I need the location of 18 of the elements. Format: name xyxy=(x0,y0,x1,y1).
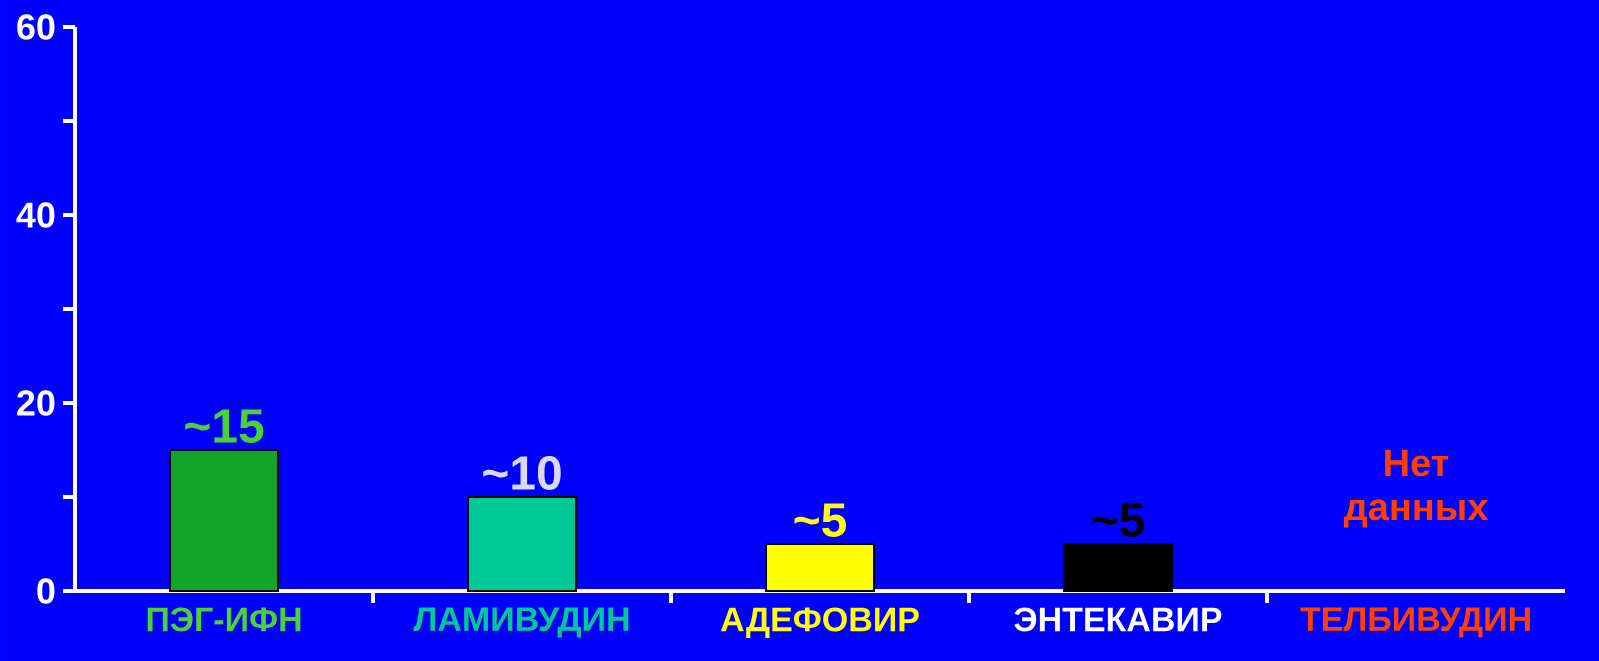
bar xyxy=(467,496,578,592)
text: Нет данных xyxy=(1343,449,1489,528)
data-label: ~15 xyxy=(185,409,264,443)
x-tick-label: ПЭГ-ИФН xyxy=(147,607,301,632)
x-tick-label: ЛАМИВУДИН xyxy=(413,607,629,638)
y-tick-label: 40 xyxy=(16,202,55,228)
y-tick-label: 20 xyxy=(17,390,55,416)
y-tick-label: 60 xyxy=(17,14,55,40)
x-tick-label: ТЕЛБИВУДИН xyxy=(1300,607,1530,638)
bar xyxy=(1063,543,1173,592)
x-tick-label: АДЕФОВИР xyxy=(720,607,919,638)
x-tick-label: ЭНТЕКАВИР xyxy=(1014,607,1222,632)
data-label: ~10 xyxy=(483,455,561,490)
y-tick-label: 0 xyxy=(37,578,55,604)
bar xyxy=(169,449,280,592)
bar xyxy=(765,543,876,592)
data-label: ~5 xyxy=(794,503,847,537)
data-label: ~5 xyxy=(1092,503,1145,537)
